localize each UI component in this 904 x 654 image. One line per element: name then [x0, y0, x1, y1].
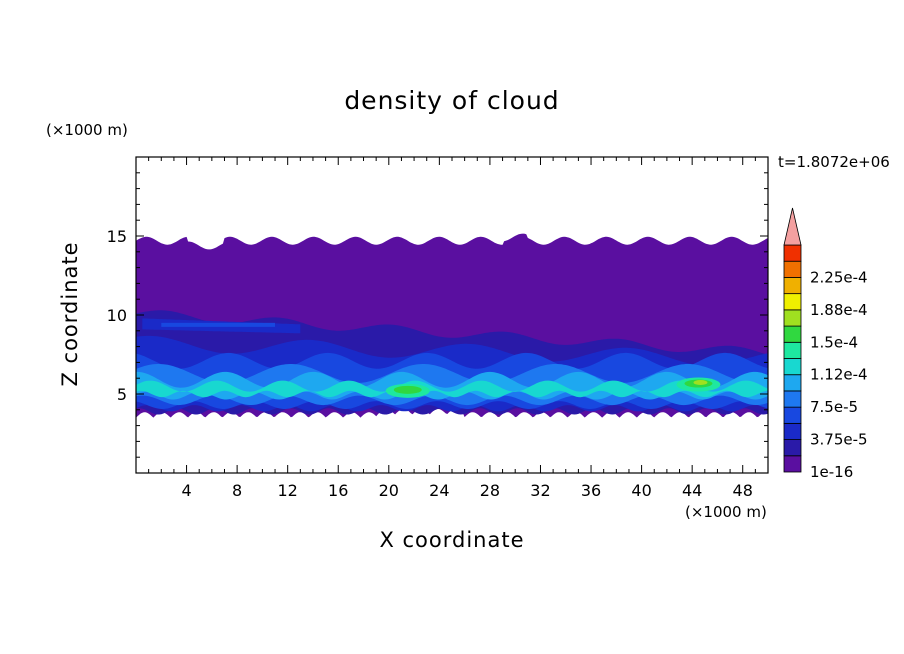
- colorbar-bin-1: [783, 455, 802, 473]
- x-tick-label: 4: [181, 481, 191, 500]
- x-tick-label: 44: [682, 481, 702, 500]
- x-tick-label: 28: [480, 481, 500, 500]
- x-tick-label: 20: [379, 481, 399, 500]
- contour-streak-upper: [142, 318, 301, 334]
- x-axis-unit: (×1000 m): [685, 503, 767, 521]
- local-maximum-outer-2: [676, 377, 721, 392]
- x-tick-label: 36: [581, 481, 601, 500]
- contour-layer-outer: [136, 233, 768, 418]
- colorbar-bin-3: [783, 422, 802, 440]
- colorbar-label: 2.25e-4: [810, 268, 868, 286]
- colorbar-label: 3.75e-5: [810, 431, 868, 449]
- contour-layer-5: [136, 371, 768, 400]
- chart-title: density of cloud: [344, 86, 560, 115]
- colorbar-bin-6: [783, 374, 802, 392]
- z-axis-unit: (×1000 m): [46, 121, 128, 139]
- y-axis-label: Z coordinate: [58, 241, 82, 387]
- colorbar-bin-10: [783, 309, 802, 327]
- colorbar-label: 1.88e-4: [810, 301, 868, 319]
- y-tick-label: 10: [107, 306, 127, 325]
- plot-frame: [135, 156, 769, 474]
- x-tick-label: 16: [328, 481, 348, 500]
- contour-streak-core: [161, 322, 275, 327]
- y-tick-label: 5: [117, 385, 127, 404]
- colorbar-bin-14: [783, 244, 802, 262]
- colorbar-bin-13: [783, 260, 802, 278]
- y-tick-label: 15: [107, 227, 127, 246]
- colorbar-extend-arrow: [783, 207, 802, 246]
- x-axis-label: X coordinate: [379, 528, 525, 552]
- colorbar-label: 7.5e-5: [810, 398, 858, 416]
- colorbar-bin-11: [783, 293, 802, 311]
- colorbar-bin-4: [783, 406, 802, 424]
- colorbar-label: 1.5e-4: [810, 333, 858, 351]
- x-tick-label: 40: [631, 481, 651, 500]
- contour-layer-6: [136, 380, 768, 398]
- contour-layer-1: [136, 310, 768, 415]
- colorbar-bin-7: [783, 358, 802, 376]
- x-tick-label: 32: [530, 481, 550, 500]
- colorbar-bin-8: [783, 341, 802, 359]
- time-label: t=1.8072e+06: [778, 153, 890, 171]
- local-maximum-outer-1: [385, 383, 430, 398]
- x-tick-label: 48: [733, 481, 753, 500]
- x-tick-label: 24: [429, 481, 449, 500]
- colorbar-bin-12: [783, 277, 802, 295]
- contour-layer-3: [136, 352, 768, 409]
- colorbar-bin-9: [783, 325, 802, 343]
- colorbar-bin-5: [783, 390, 802, 408]
- contour-layer-2: [136, 335, 768, 412]
- local-maximum-core-1: [393, 385, 422, 394]
- colorbar-bin-2: [783, 439, 802, 457]
- local-maximum-core-2: [684, 379, 713, 388]
- contour-layer-4: [136, 364, 768, 406]
- colorbar-label: 1.12e-4: [810, 366, 868, 384]
- colorbar-label: 1e-16: [810, 463, 853, 481]
- local-maximum-peak-2: [693, 380, 708, 386]
- x-tick-label: 12: [278, 481, 298, 500]
- x-tick-label: 8: [232, 481, 242, 500]
